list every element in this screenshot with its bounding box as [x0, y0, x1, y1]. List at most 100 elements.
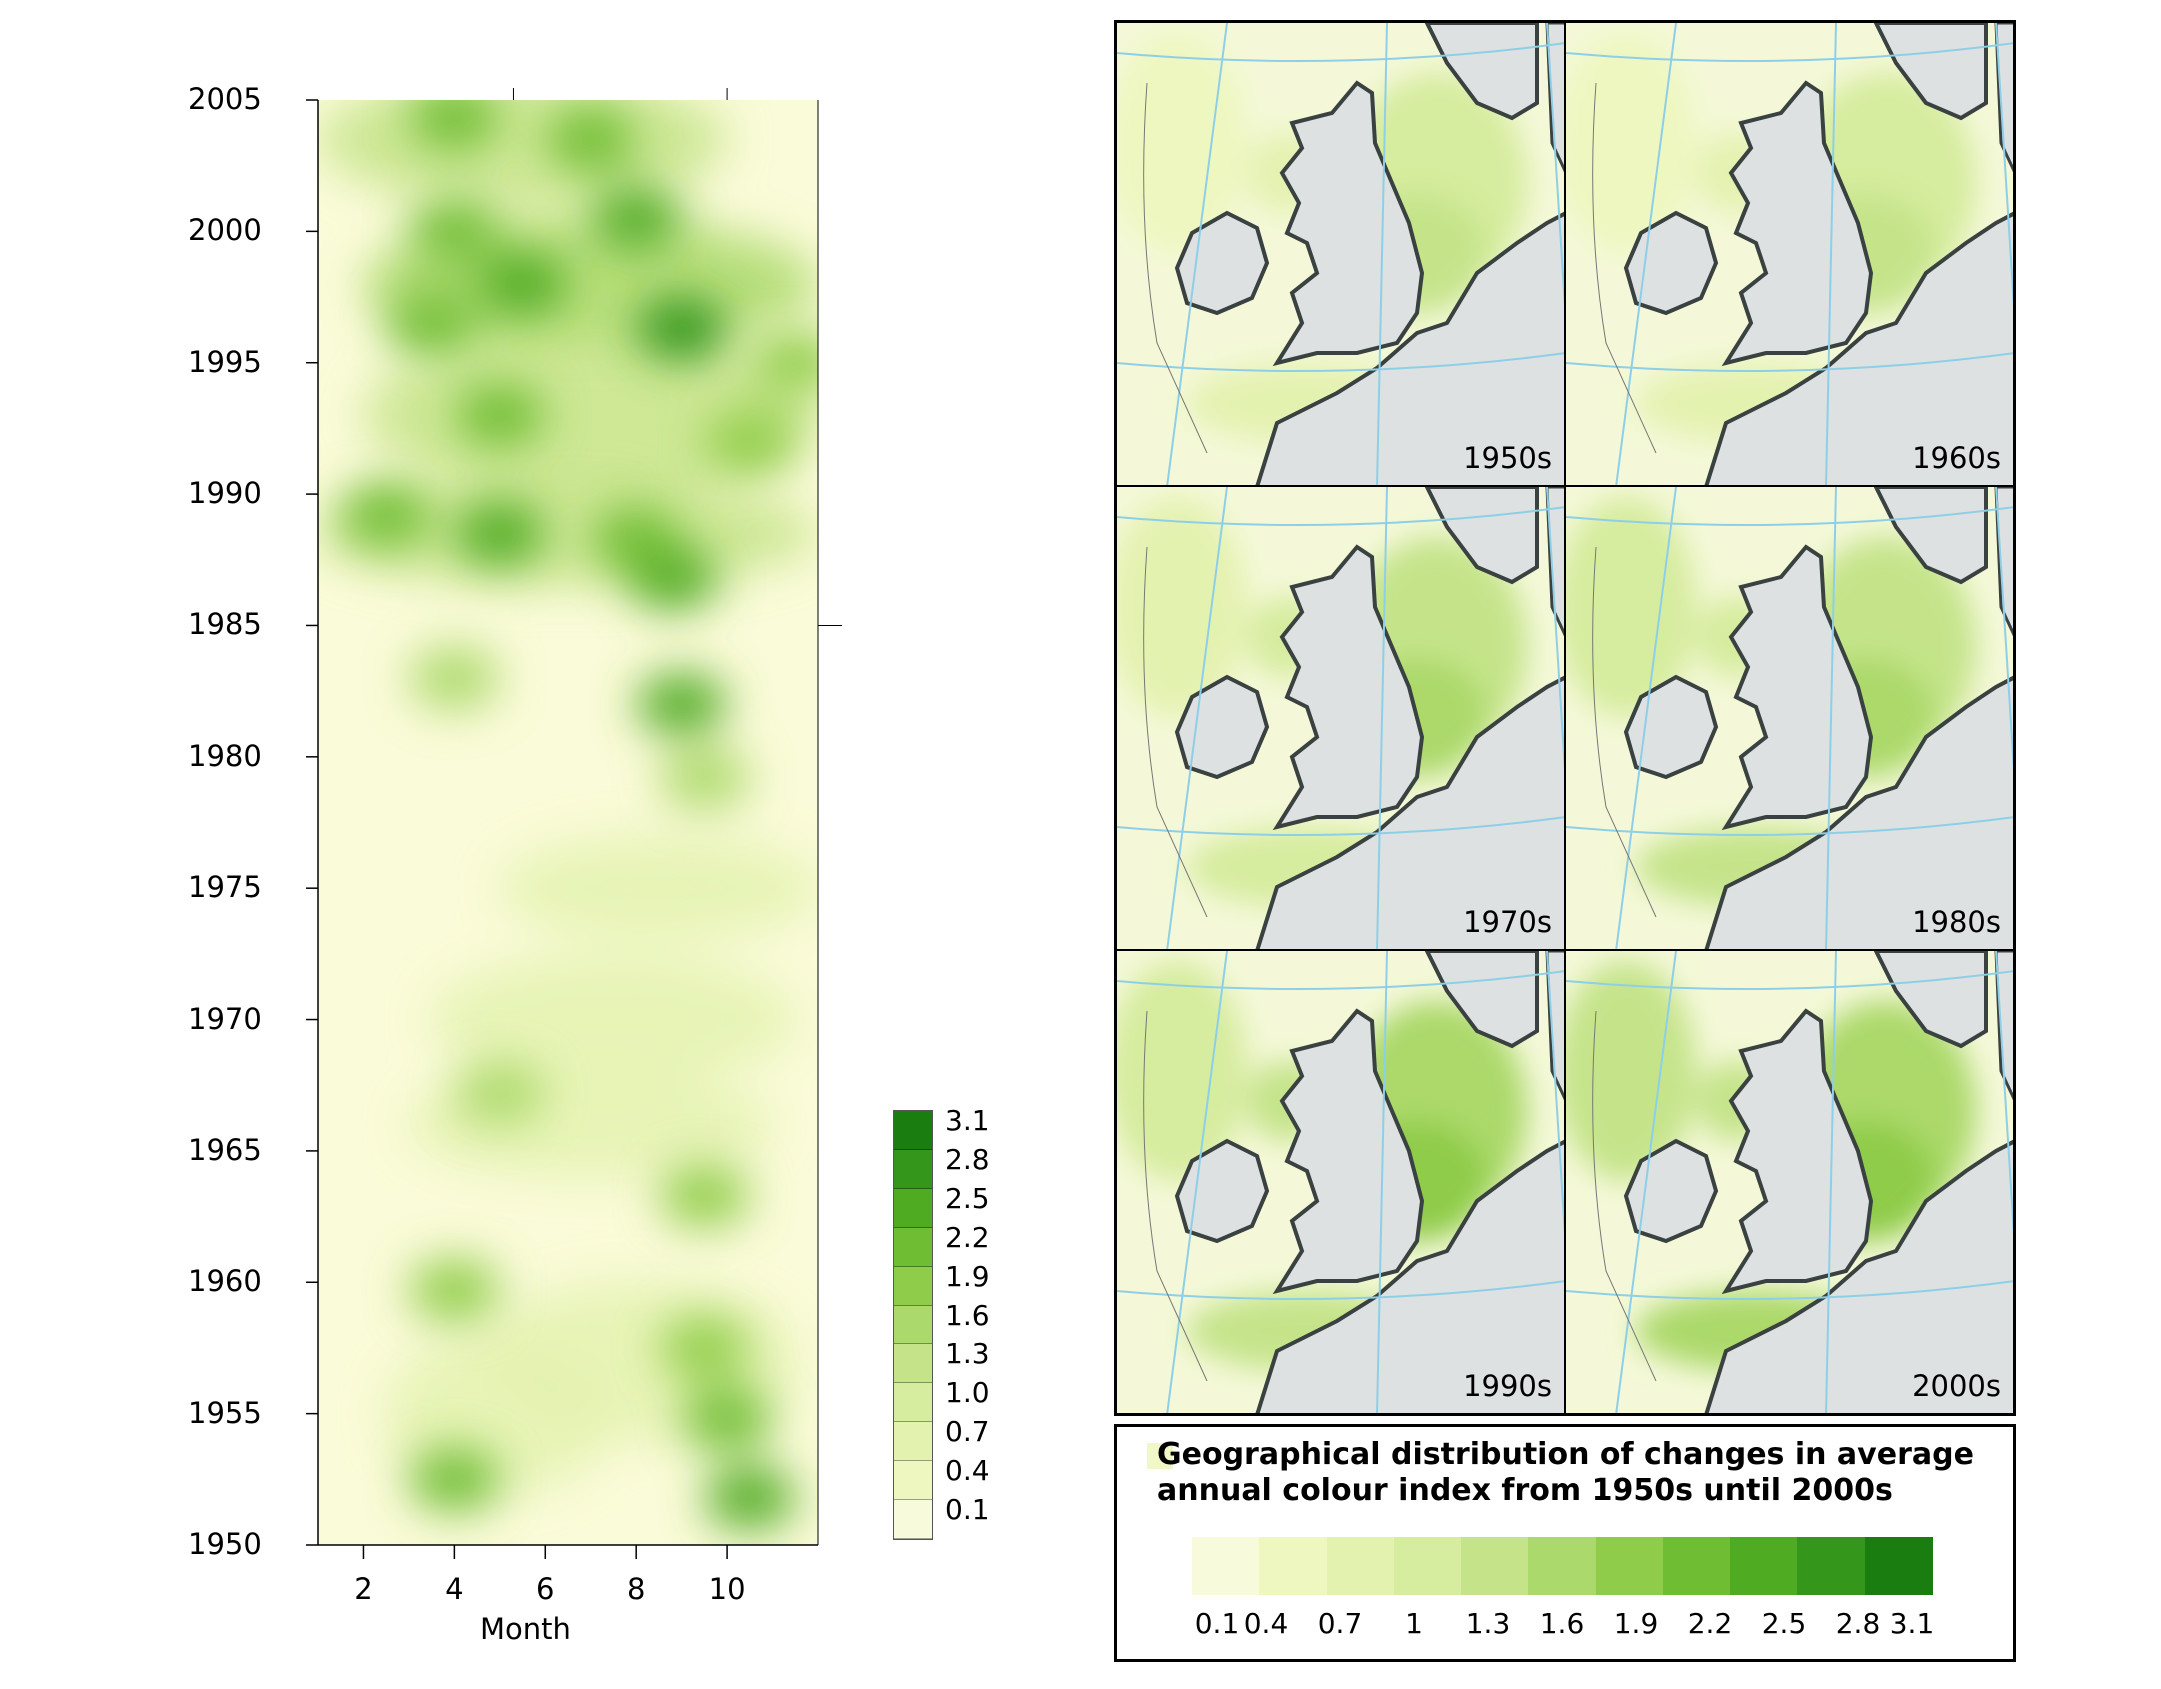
colorbar-segment — [894, 1111, 932, 1150]
heat-hotspot — [386, 291, 477, 356]
legend-title-line1: Geographical distribution of changes in … — [1157, 1437, 1974, 1472]
land-continent — [1255, 1139, 1564, 1413]
land-norway-edge — [1545, 23, 1564, 173]
colorbar-tick-label: 0.4 — [945, 1454, 990, 1488]
heat-band — [363, 336, 818, 495]
heat-hotspot — [409, 1447, 500, 1512]
land-scandinavia — [1424, 23, 1539, 121]
colorbar-segment — [894, 1188, 932, 1228]
x-axis-label: Month — [480, 1612, 571, 1646]
heat-hotspot — [682, 1386, 773, 1451]
land-scandinavia — [1424, 487, 1539, 585]
map-svg — [1566, 23, 2013, 485]
legend-swatch — [1595, 1537, 1664, 1595]
heat-hotspot — [545, 107, 636, 172]
y-tick-label: 1965 — [188, 1132, 262, 1167]
map-panel-label: 1960s — [1912, 441, 2001, 475]
legend-tick-label: 3.1 — [1889, 1607, 1935, 1640]
legend-tick-label: 0.7 — [1317, 1607, 1363, 1640]
heat-hotspot — [454, 383, 545, 448]
legend-tick-label: 2.8 — [1835, 1607, 1881, 1640]
heat-band — [318, 100, 728, 206]
y-tick-label: 2000 — [188, 213, 262, 248]
colorbar-tick-label: 1.9 — [945, 1259, 990, 1293]
heat-hotspot — [636, 296, 727, 361]
legend-swatch — [1662, 1537, 1732, 1595]
colorbar-segment — [894, 1344, 932, 1384]
colorbar-tick-label: 0.1 — [945, 1493, 990, 1527]
land-continent — [1704, 211, 2013, 485]
map-panel-label: 1990s — [1463, 1369, 1552, 1403]
map-panel-label: 1950s — [1463, 441, 1552, 475]
heat-hotspot — [591, 186, 682, 251]
legend-tick-label: 2.2 — [1687, 1607, 1733, 1640]
heat-hotspot — [341, 483, 432, 548]
y-tick-label: 1980 — [188, 738, 262, 773]
legend-tick-label: 0.4 — [1243, 1607, 1289, 1640]
colorbar-tick-label: 1.3 — [945, 1337, 990, 1371]
heat-band — [499, 835, 818, 941]
colorbar-tick-label: 2.2 — [945, 1220, 990, 1254]
legend-swatch — [1461, 1537, 1530, 1595]
colorbar — [893, 1110, 933, 1540]
legend-marker — [1147, 1443, 1173, 1469]
land-scandinavia — [1873, 487, 1988, 585]
colorbar-segment — [894, 1266, 932, 1306]
heat-hotspot — [409, 1258, 500, 1323]
colorbar-tick-label: 1.6 — [945, 1298, 990, 1332]
x-tick-label: 4 — [445, 1572, 464, 1606]
land-continent — [1255, 675, 1564, 949]
colorbar-tick-label: 0.7 — [945, 1415, 990, 1449]
legend-swatch — [1864, 1537, 1933, 1595]
y-tick-label: 1955 — [188, 1395, 262, 1430]
colorbar-segment — [894, 1383, 932, 1423]
legend-title-line2: annual colour index from 1950s until 200… — [1157, 1473, 1893, 1508]
x-tick-label: 6 — [536, 1572, 555, 1606]
heat-hotspot — [591, 506, 682, 571]
legend-swatch — [1192, 1537, 1261, 1595]
land-norway-edge — [1994, 23, 2013, 173]
colorbar-tick-label: 2.5 — [945, 1181, 990, 1215]
map-panel: 1970s — [1116, 486, 1565, 950]
legend-scale — [1192, 1537, 1933, 1595]
colorbar-segment — [894, 1305, 932, 1345]
map-panel: 2000s — [1565, 950, 2014, 1414]
y-tick-label: 1950 — [188, 1527, 262, 1561]
y-tick-label: 1975 — [188, 870, 262, 905]
colorbar-tick-label: 1.0 — [945, 1376, 990, 1410]
land-scandinavia — [1424, 951, 1539, 1049]
heat-hotspot — [454, 1061, 545, 1126]
heat-hotspot — [454, 501, 545, 566]
map-panel-label: 2000s — [1912, 1369, 2001, 1403]
map-panel-label: 1970s — [1463, 905, 1552, 939]
map-svg — [1117, 951, 1564, 1413]
heat-hotspot — [704, 1465, 795, 1530]
heat-hotspot — [659, 1163, 750, 1228]
map-panel: 1980s — [1565, 486, 2014, 950]
land-norway-edge — [1994, 487, 2013, 637]
legend-swatch — [1797, 1537, 1866, 1595]
land-scandinavia — [1873, 23, 1988, 121]
colorbar-segment — [894, 1500, 932, 1539]
map-svg — [1566, 951, 2013, 1413]
land-norway-edge — [1994, 951, 2013, 1101]
legend-swatch — [1528, 1537, 1597, 1595]
land-norway-edge — [1545, 951, 1564, 1101]
colorbar-segment — [894, 1422, 932, 1462]
x-tick-label: 2 — [354, 1572, 373, 1606]
land-continent — [1704, 675, 2013, 949]
colorbar-tick-label: 3.1 — [945, 1104, 990, 1137]
land-continent — [1704, 1139, 2013, 1413]
map-panel: 1990s — [1116, 950, 1565, 1414]
y-tick-label: 1990 — [188, 476, 262, 511]
land-continent — [1255, 211, 1564, 485]
x-tick-label: 8 — [626, 1572, 646, 1606]
legend-box: Geographical distribution of changes in … — [1114, 1424, 2016, 1662]
heat-hotspot — [409, 646, 500, 710]
y-tick-label: 1985 — [188, 607, 262, 642]
x-tick-label: 10 — [708, 1572, 746, 1606]
map-svg — [1117, 23, 1564, 485]
heat-hotspot — [659, 745, 750, 810]
legend-tick-label: 1 — [1405, 1607, 1423, 1640]
heat-hotspot — [409, 199, 500, 264]
